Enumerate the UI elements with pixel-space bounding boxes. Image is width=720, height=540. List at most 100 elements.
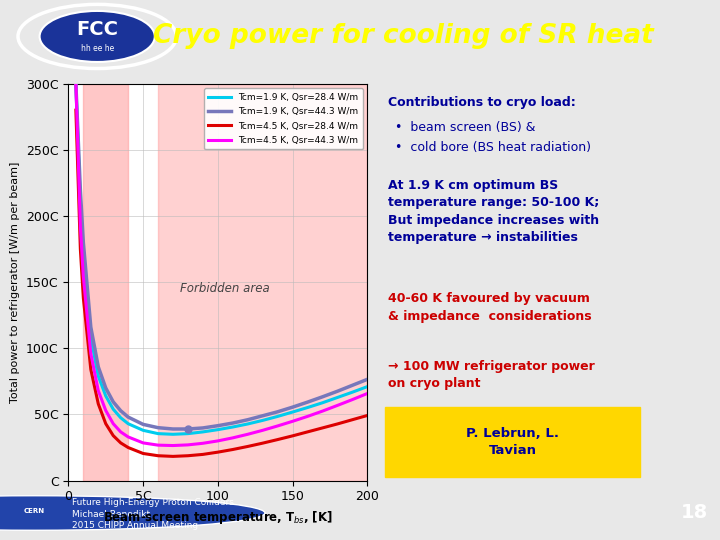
Line: Tcm=1.9 K, Qsr=44.3 W/m: Tcm=1.9 K, Qsr=44.3 W/m	[76, 84, 367, 429]
Tcm=1.9 K, Qsr=44.3 W/m	[109, 399, 117, 405]
Text: Future High-Energy Proton Colliders: Future High-Energy Proton Colliders	[72, 498, 234, 507]
Tcm=4.5 K, Qsr=44.3 W/m	[79, 274, 88, 280]
Tcm=4.5 K, Qsr=28.4 W/m	[109, 433, 117, 439]
Tcm=1.9 K, Qsr=44.3 W/m	[184, 426, 192, 432]
Text: At 1.9 K cm optimum BS
temperature range: 50-100 K;
But impedance increases with: At 1.9 K cm optimum BS temperature range…	[388, 179, 600, 245]
Tcm=1.9 K, Qsr=44.3 W/m	[71, 80, 80, 87]
Tcm=4.5 K, Qsr=44.3 W/m	[139, 440, 148, 446]
Tcm=4.5 K, Qsr=28.4 W/m	[333, 421, 341, 427]
Tcm=1.9 K, Qsr=44.3 W/m	[117, 408, 125, 414]
Tcm=1.9 K, Qsr=44.3 W/m	[124, 414, 132, 420]
Tcm=4.5 K, Qsr=28.4 W/m	[94, 401, 103, 407]
Tcm=1.9 K, Qsr=44.3 W/m	[258, 413, 267, 419]
FancyBboxPatch shape	[385, 407, 640, 477]
Tcm=4.5 K, Qsr=44.3 W/m	[168, 442, 177, 449]
Tcm=4.5 K, Qsr=44.3 W/m	[154, 442, 163, 448]
Tcm=4.5 K, Qsr=28.4 W/m	[318, 424, 327, 431]
Line: Tcm=1.9 K, Qsr=28.4 W/m: Tcm=1.9 K, Qsr=28.4 W/m	[76, 84, 367, 434]
Tcm=4.5 K, Qsr=44.3 W/m	[348, 396, 356, 403]
Tcm=1.9 K, Qsr=44.3 W/m	[79, 239, 88, 246]
Tcm=4.5 K, Qsr=28.4 W/m	[228, 446, 237, 453]
Tcm=4.5 K, Qsr=44.3 W/m	[273, 423, 282, 429]
Tcm=4.5 K, Qsr=28.4 W/m	[213, 449, 222, 455]
Tcm=1.9 K, Qsr=28.4 W/m	[243, 421, 252, 427]
Tcm=1.9 K, Qsr=44.3 W/m	[228, 420, 237, 426]
Tcm=4.5 K, Qsr=28.4 W/m	[363, 412, 372, 418]
Tcm=1.9 K, Qsr=28.4 W/m	[348, 389, 356, 395]
Tcm=4.5 K, Qsr=44.3 W/m	[288, 418, 297, 424]
Tcm=1.9 K, Qsr=44.3 W/m	[273, 409, 282, 415]
Text: FCC: FCC	[76, 19, 118, 39]
Tcm=4.5 K, Qsr=44.3 W/m	[124, 434, 132, 440]
Tcm=1.9 K, Qsr=44.3 W/m	[76, 186, 85, 193]
Tcm=4.5 K, Qsr=28.4 W/m	[303, 429, 312, 435]
Text: 40-60 K favoured by vacuum
& impedance  considerations: 40-60 K favoured by vacuum & impedance c…	[388, 292, 592, 322]
Y-axis label: Total power to refrigerator [W/m per beam]: Total power to refrigerator [W/m per bea…	[11, 161, 20, 403]
Text: Michael Benedikt: Michael Benedikt	[72, 510, 150, 518]
Tcm=4.5 K, Qsr=28.4 W/m	[76, 246, 85, 252]
Tcm=4.5 K, Qsr=44.3 W/m	[71, 80, 80, 87]
Tcm=1.9 K, Qsr=44.3 W/m	[102, 384, 110, 391]
Text: 2015 CHIPP Annual Meeting: 2015 CHIPP Annual Meeting	[72, 522, 198, 530]
Tcm=1.9 K, Qsr=28.4 W/m	[102, 393, 110, 399]
Text: 18: 18	[681, 503, 708, 523]
Tcm=1.9 K, Qsr=44.3 W/m	[303, 399, 312, 406]
Tcm=1.9 K, Qsr=28.4 W/m	[199, 429, 207, 435]
Tcm=1.9 K, Qsr=28.4 W/m	[258, 417, 267, 424]
Tcm=1.9 K, Qsr=28.4 W/m	[318, 400, 327, 406]
Tcm=4.5 K, Qsr=44.3 W/m	[199, 440, 207, 447]
Tcm=4.5 K, Qsr=28.4 W/m	[258, 440, 267, 447]
Tcm=4.5 K, Qsr=28.4 W/m	[184, 453, 192, 459]
Tcm=1.9 K, Qsr=28.4 W/m	[76, 200, 85, 206]
Tcm=1.9 K, Qsr=28.4 W/m	[333, 394, 341, 401]
Tcm=1.9 K, Qsr=44.3 W/m	[168, 426, 177, 432]
Tcm=1.9 K, Qsr=44.3 W/m	[288, 404, 297, 410]
Line: Tcm=4.5 K, Qsr=44.3 W/m: Tcm=4.5 K, Qsr=44.3 W/m	[76, 84, 367, 445]
Legend: Tcm=1.9 K, Qsr=28.4 W/m, Tcm=1.9 K, Qsr=44.3 W/m, Tcm=4.5 K, Qsr=28.4 W/m, Tcm=4: Tcm=1.9 K, Qsr=28.4 W/m, Tcm=1.9 K, Qsr=…	[204, 88, 363, 150]
Tcm=4.5 K, Qsr=44.3 W/m	[363, 390, 372, 397]
Tcm=1.9 K, Qsr=28.4 W/m	[273, 413, 282, 420]
Tcm=4.5 K, Qsr=28.4 W/m	[139, 450, 148, 457]
Bar	[158, 84, 367, 481]
Tcm=1.9 K, Qsr=28.4 W/m	[139, 427, 148, 434]
Tcm=1.9 K, Qsr=28.4 W/m	[71, 80, 80, 87]
Text: •  cold bore (BS heat radiation): • cold bore (BS heat radiation)	[395, 141, 591, 154]
Tcm=1.9 K, Qsr=28.4 W/m	[228, 424, 237, 430]
Tcm=4.5 K, Qsr=28.4 W/m	[102, 421, 110, 427]
Tcm=4.5 K, Qsr=44.3 W/m	[333, 402, 341, 409]
Tcm=4.5 K, Qsr=44.3 W/m	[109, 421, 117, 427]
Circle shape	[0, 496, 265, 530]
Tcm=4.5 K, Qsr=44.3 W/m	[102, 407, 110, 414]
Tcm=4.5 K, Qsr=28.4 W/m	[154, 453, 163, 459]
Tcm=4.5 K, Qsr=44.3 W/m	[243, 431, 252, 437]
Tcm=1.9 K, Qsr=28.4 W/m	[117, 415, 125, 421]
Tcm=1.9 K, Qsr=44.3 W/m	[199, 424, 207, 431]
Tcm=4.5 K, Qsr=44.3 W/m	[184, 442, 192, 448]
Text: → 100 MW refrigerator power
on cryo plant: → 100 MW refrigerator power on cryo plan…	[388, 360, 595, 390]
Tcm=4.5 K, Qsr=28.4 W/m	[117, 440, 125, 446]
Text: hh ee he: hh ee he	[81, 44, 114, 53]
Tcm=4.5 K, Qsr=44.3 W/m	[117, 429, 125, 435]
Tcm=4.5 K, Qsr=28.4 W/m	[124, 444, 132, 451]
Tcm=1.9 K, Qsr=28.4 W/m	[124, 421, 132, 427]
Tcm=1.9 K, Qsr=44.3 W/m	[213, 422, 222, 429]
Tcm=1.9 K, Qsr=28.4 W/m	[303, 404, 312, 411]
Tcm=4.5 K, Qsr=28.4 W/m	[348, 416, 356, 423]
Tcm=1.9 K, Qsr=28.4 W/m	[288, 409, 297, 415]
Text: CERN: CERN	[24, 508, 45, 515]
Tcm=1.9 K, Qsr=28.4 W/m	[154, 430, 163, 437]
Tcm=4.5 K, Qsr=28.4 W/m	[199, 451, 207, 457]
Tcm=4.5 K, Qsr=44.3 W/m	[86, 350, 95, 357]
Line: Tcm=4.5 K, Qsr=28.4 W/m: Tcm=4.5 K, Qsr=28.4 W/m	[76, 110, 367, 456]
Tcm=1.9 K, Qsr=44.3 W/m	[348, 382, 356, 389]
Tcm=1.9 K, Qsr=28.4 W/m	[363, 383, 372, 390]
Tcm=1.9 K, Qsr=44.3 W/m	[86, 324, 95, 330]
Tcm=4.5 K, Qsr=44.3 W/m	[94, 387, 103, 394]
Tcm=4.5 K, Qsr=28.4 W/m	[288, 433, 297, 439]
Tcm=1.9 K, Qsr=28.4 W/m	[86, 334, 95, 341]
Tcm=4.5 K, Qsr=44.3 W/m	[213, 437, 222, 444]
Text: •  beam screen (BS) &: • beam screen (BS) &	[395, 122, 536, 134]
Tcm=1.9 K, Qsr=28.4 W/m	[184, 430, 192, 437]
Text: Contributions to cryo load:: Contributions to cryo load:	[388, 96, 576, 109]
Tcm=1.9 K, Qsr=28.4 W/m	[94, 373, 103, 379]
